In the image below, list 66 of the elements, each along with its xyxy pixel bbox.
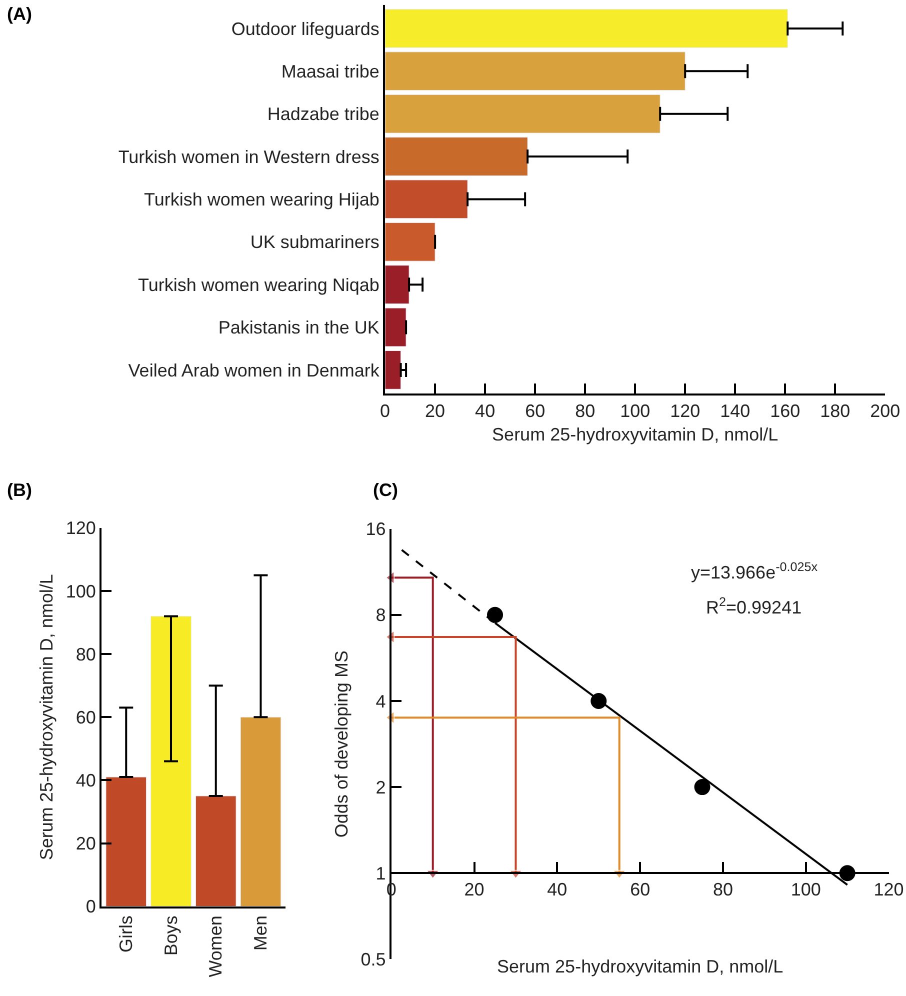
y-axis-title: Serum 25-hydroxyvitamin D, nmol/L <box>36 574 57 860</box>
point <box>487 606 504 623</box>
y-tick-label: 80 <box>76 644 96 664</box>
bar <box>385 9 788 48</box>
bar <box>195 796 236 906</box>
x-tick-label: 40 <box>547 880 568 900</box>
y-tick-label: 40 <box>76 770 96 790</box>
x-tick-label: 80 <box>575 401 596 422</box>
point <box>694 779 710 796</box>
y-tick-label: Veiled Arab women in Denmark <box>128 360 380 380</box>
text: (A) <box>7 4 32 24</box>
y-tick-label: Outdoor lifeguards <box>231 18 380 39</box>
x-axis-title: Serum 25-hydroxyvitamin D, nmol/L <box>497 956 784 976</box>
bar <box>385 137 528 176</box>
y-tick-label: Maasai tribe <box>281 61 380 82</box>
chart-title: (B) <box>7 480 32 500</box>
chart-title: (C) <box>373 480 398 500</box>
x-tick-label: 180 <box>820 401 850 422</box>
x-tick-label: Boys <box>160 916 181 956</box>
y-tick-label: Turkish women wearing Hijab <box>144 190 380 210</box>
x-tick-label: Men <box>250 916 271 951</box>
y-tick-label: 20 <box>76 834 96 854</box>
y-tick-label: 8 <box>376 605 386 626</box>
bar <box>106 776 147 906</box>
x-tick-label: Women <box>206 916 226 978</box>
x-tick-label: 200 <box>870 401 900 422</box>
y-tick-label: Hadzabe tribe <box>267 104 380 124</box>
y-tick-label: 0.5 <box>360 949 386 970</box>
y-tick-label: 1 <box>376 863 386 884</box>
y-tick-label: 2 <box>376 777 386 798</box>
bar <box>150 616 192 906</box>
annotation: y=13.966e$^{-0.025x}$ <box>691 560 818 583</box>
y-tick-label: Turkish women in Western dress <box>118 146 380 167</box>
x-tick-label: 100 <box>790 880 821 900</box>
y-tick-label: 16 <box>366 519 386 540</box>
y-tick-label: 0 <box>86 896 96 917</box>
bar <box>385 180 468 219</box>
y-tick-label: 4 <box>376 691 386 712</box>
x-tick-label: 100 <box>620 401 650 422</box>
x-tick-label: Girls <box>116 916 136 953</box>
y-tick-label: 120 <box>66 518 96 538</box>
bar <box>385 265 410 304</box>
y-tick-label: Turkish women wearing Niqab <box>138 274 380 295</box>
y-tick-label: 100 <box>66 581 96 602</box>
y-tick-label: Pakistanis in the UK <box>218 318 380 338</box>
annotation: R$^{2}$=0.99241 <box>706 595 802 618</box>
y-axis-title: Odds of developing MS <box>331 650 352 838</box>
x-axis-title: Serum 25-hydroxyvitamin D, nmol/L <box>492 424 778 445</box>
y-tick-label: 60 <box>76 707 96 728</box>
bar <box>385 350 402 390</box>
x-tick-label: 120 <box>670 401 700 422</box>
x-tick-label: 60 <box>630 880 650 900</box>
bar <box>385 308 406 347</box>
x-tick-label: 40 <box>475 401 496 422</box>
bar <box>385 94 660 134</box>
bar <box>240 716 282 906</box>
x-tick-label: 20 <box>464 880 484 900</box>
x-tick-label: 140 <box>720 401 750 422</box>
y-tick-label: UK submariners <box>250 232 380 252</box>
x-tick-label: 60 <box>525 401 546 422</box>
bar <box>385 52 686 91</box>
x-tick-label: 160 <box>770 401 800 422</box>
x-tick-label: 20 <box>425 401 446 422</box>
x-tick-label: 120 <box>874 880 904 900</box>
bar <box>385 222 436 262</box>
x-tick-label: 80 <box>712 880 734 900</box>
